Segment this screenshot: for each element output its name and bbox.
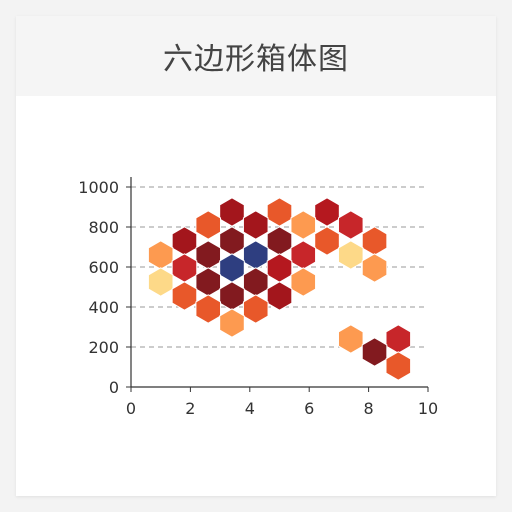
hex-cell — [361, 337, 388, 367]
hex-cell — [195, 210, 222, 240]
hex-cell — [147, 240, 174, 270]
x-tick-label: 0 — [126, 399, 136, 418]
hex-cell — [219, 226, 245, 256]
chart-title: 六边形箱体图 — [163, 42, 349, 77]
y-tick-label: 1000 — [78, 178, 119, 197]
hex-cell — [314, 197, 340, 227]
hex-cell — [219, 197, 245, 227]
hex-cell — [361, 253, 388, 283]
x-tick-label: 8 — [364, 399, 374, 418]
hex-cell — [171, 226, 198, 256]
hex-cell — [195, 267, 222, 297]
hex-cell — [195, 294, 222, 324]
hexbin-chart: 0 200 400 600 800 1000 0 2 4 6 8 10 — [78, 177, 438, 418]
hex-cell — [242, 240, 269, 270]
hex-cell — [385, 324, 412, 354]
hex-cell — [385, 351, 412, 381]
x-tick-label: 2 — [185, 399, 195, 418]
hex-cell — [361, 226, 388, 256]
hex-cell — [290, 210, 317, 240]
y-tick-label: 600 — [88, 258, 119, 277]
hex-cell — [337, 240, 364, 270]
hex-cell — [266, 197, 293, 227]
hex-cell — [219, 308, 245, 338]
y-tick-label: 800 — [88, 218, 119, 237]
hex-cell — [242, 210, 269, 240]
hex-cell — [242, 267, 269, 297]
x-tick-label: 4 — [245, 399, 255, 418]
hex-cell — [314, 226, 340, 256]
x-tick-label: 6 — [304, 399, 314, 418]
hex-cell — [337, 210, 364, 240]
hex-cell — [290, 240, 317, 270]
hex-cell — [337, 324, 364, 354]
y-tick-label: 0 — [109, 378, 119, 397]
hex-cell — [219, 253, 245, 283]
hex-cell — [171, 281, 198, 311]
y-tick-label: 400 — [88, 298, 119, 317]
hex-cell — [290, 267, 317, 297]
hex-cell — [242, 294, 269, 324]
hex-cell — [266, 253, 293, 283]
chart-card: 六边形箱体图 0 200 400 600 800 1000 0 2 4 6 8 10 — [16, 16, 496, 496]
hex-cell — [266, 281, 293, 311]
y-tick-label: 200 — [88, 338, 119, 357]
hex-cell — [147, 267, 174, 297]
card-header: 六边形箱体图 — [16, 16, 496, 96]
hex-cell — [219, 281, 245, 311]
x-tick-label: 10 — [418, 399, 438, 418]
hex-cell — [266, 226, 293, 256]
hex-cell — [171, 253, 198, 283]
hex-cell — [195, 240, 222, 270]
